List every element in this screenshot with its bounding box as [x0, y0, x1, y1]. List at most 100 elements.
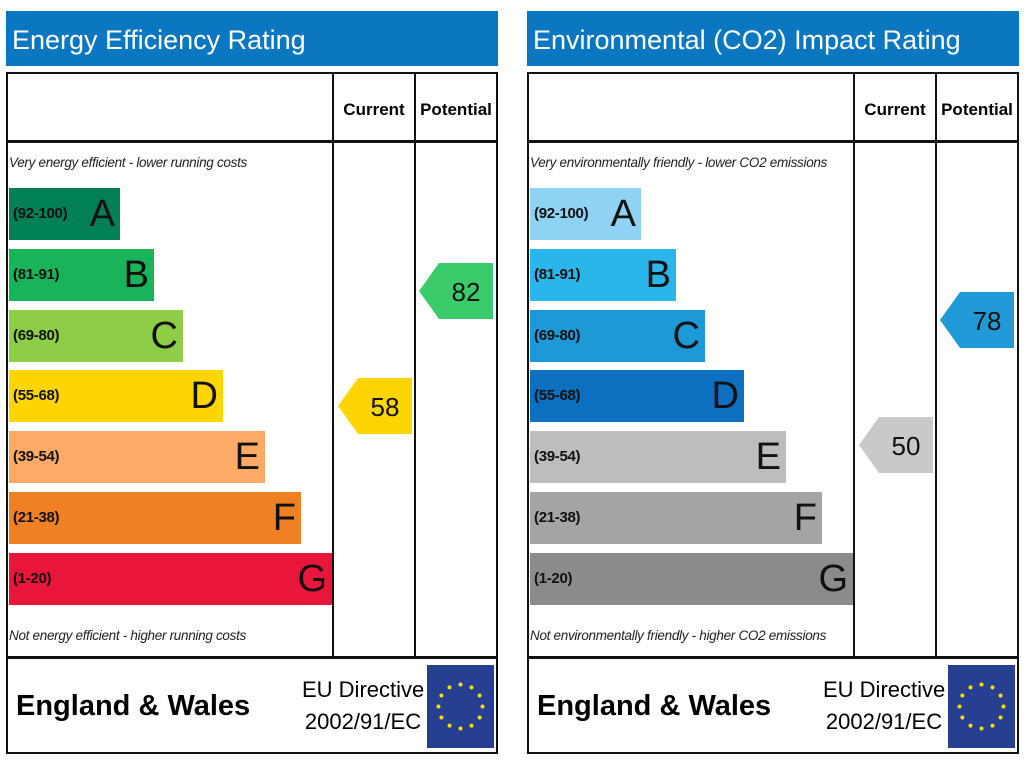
potential-value: 78 — [972, 306, 1002, 336]
directive-line1: EU Directive — [823, 677, 946, 702]
star-icon — [436, 704, 441, 709]
band-letter: E — [234, 436, 260, 479]
star-icon — [998, 693, 1003, 698]
divider — [527, 656, 1019, 659]
band-g-bar: (1-20) G — [9, 552, 332, 605]
divider — [6, 656, 498, 659]
band-b-bar: (81-91) B — [530, 248, 676, 301]
divider — [6, 140, 498, 143]
current-value: 50 — [891, 431, 921, 461]
divider — [414, 72, 416, 658]
star-icon — [957, 704, 962, 709]
band-range: (1-20) — [534, 569, 573, 587]
band-range: (39-54) — [534, 448, 581, 466]
star-icon — [439, 715, 444, 720]
band-letter: D — [190, 375, 218, 418]
band-range: (1-20) — [13, 569, 52, 587]
star-icon — [979, 726, 984, 731]
band-d-bar: (55-68) D — [9, 370, 223, 423]
star-icon — [469, 723, 474, 728]
band-e-bar: (39-54) E — [9, 431, 265, 484]
current-header: Current — [343, 100, 405, 119]
band-letter: G — [818, 557, 848, 600]
directive-line2: 2002/91/EC — [304, 709, 422, 734]
band-letter: F — [793, 497, 817, 539]
band-g-bar: (1-20) G — [530, 552, 853, 605]
band-letter: D — [711, 375, 739, 418]
region-label: England & Wales — [537, 690, 772, 722]
star-icon — [447, 723, 452, 728]
star-icon — [477, 715, 482, 720]
potential-header: Potential — [420, 100, 492, 119]
band-c-bar: (69-80) C — [530, 309, 705, 362]
energy-efficiency-panel: Energy Efficiency Rating Current Potenti… — [6, 0, 498, 768]
star-icon — [998, 715, 1003, 720]
star-icon — [458, 726, 463, 731]
star-icon — [439, 693, 444, 698]
star-icon — [968, 723, 973, 728]
band-letter: A — [610, 193, 636, 235]
band-letter: G — [297, 557, 327, 600]
band-range: (21-38) — [534, 509, 581, 526]
environmental-frame — [527, 72, 1019, 754]
band-f-bar: (21-38) F — [9, 492, 301, 544]
divider — [935, 72, 937, 658]
eu-flag-icon — [427, 665, 494, 748]
band-range: (39-54) — [13, 448, 60, 466]
band-range: (81-91) — [534, 265, 581, 283]
divider — [332, 72, 334, 658]
band-letter: B — [123, 253, 149, 296]
band-letter: F — [272, 497, 296, 539]
potential-value: 82 — [451, 277, 481, 307]
top-note: Very environmentally friendly - lower CO… — [530, 155, 828, 170]
environmental-impact-panel: Environmental (CO2) Impact Rating Curren… — [527, 0, 1019, 768]
divider — [527, 140, 1019, 143]
star-icon — [960, 715, 965, 720]
band-range: (55-68) — [13, 387, 60, 405]
star-icon — [979, 682, 984, 687]
eu-directive: EU Directive 2002/91/EC — [823, 674, 945, 738]
band-letter: A — [89, 193, 115, 235]
band-a-bar: (92-100) A — [530, 188, 641, 240]
directive-line2: 2002/91/EC — [825, 709, 943, 734]
band-range: (92-100) — [13, 205, 68, 222]
energy-frame — [6, 72, 498, 754]
bottom-note: Not environmentally friendly - higher CO… — [530, 628, 827, 643]
star-icon — [990, 723, 995, 728]
bottom-note: Not energy efficient - higher running co… — [9, 628, 246, 643]
energy-title: Energy Efficiency Rating — [6, 11, 498, 66]
star-icon — [480, 704, 485, 709]
band-range: (81-91) — [13, 265, 60, 283]
band-b-bar: (81-91) B — [9, 248, 154, 301]
band-range: (69-80) — [13, 326, 60, 344]
star-icon — [990, 685, 995, 690]
divider — [853, 72, 855, 658]
band-letter: C — [150, 314, 178, 357]
band-f-bar: (21-38) F — [530, 492, 822, 544]
eu-flag-icon — [948, 665, 1015, 748]
band-range: (69-80) — [534, 326, 581, 344]
band-a-bar: (92-100) A — [9, 188, 120, 240]
star-icon — [469, 685, 474, 690]
band-c-bar: (69-80) C — [9, 309, 183, 362]
band-range: (21-38) — [13, 509, 60, 526]
star-icon — [458, 682, 463, 687]
environmental-title: Environmental (CO2) Impact Rating — [527, 11, 1019, 66]
eu-directive: EU Directive 2002/91/EC — [302, 674, 424, 738]
band-letter: B — [645, 253, 671, 296]
band-e-bar: (39-54) E — [530, 431, 786, 484]
band-letter: C — [672, 314, 700, 357]
band-range: (55-68) — [534, 387, 581, 405]
band-d-bar: (55-68) D — [530, 370, 744, 423]
potential-header: Potential — [941, 100, 1013, 119]
top-note: Very energy efficient - lower running co… — [9, 155, 247, 170]
band-range: (92-100) — [534, 205, 589, 222]
region-label: England & Wales — [16, 690, 251, 722]
current-value: 58 — [370, 392, 400, 422]
star-icon — [1001, 704, 1006, 709]
star-icon — [968, 685, 973, 690]
current-header: Current — [864, 100, 926, 119]
star-icon — [477, 693, 482, 698]
star-icon — [960, 693, 965, 698]
star-icon — [447, 685, 452, 690]
